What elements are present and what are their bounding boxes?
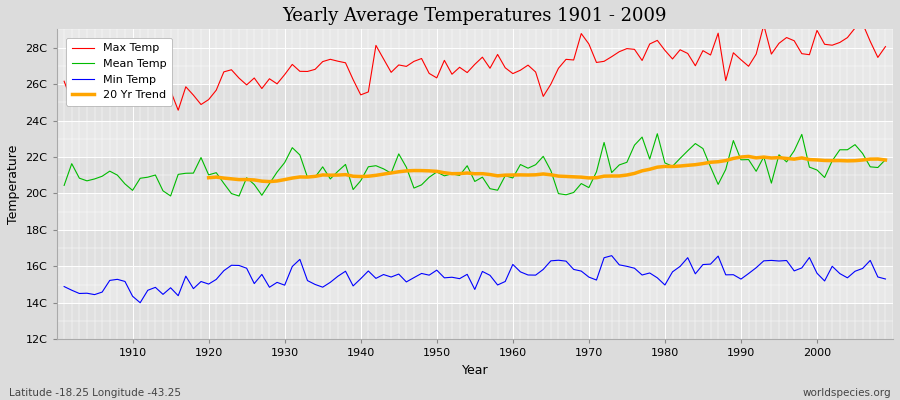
Mean Temp <box>515 162 526 167</box>
Mean Temp <box>340 162 351 167</box>
Text: worldspecies.org: worldspecies.org <box>803 388 891 398</box>
Max Temp <box>58 79 69 84</box>
20 Yr Trend <box>865 157 876 162</box>
20 Yr Trend <box>203 175 214 180</box>
Bar <box>57 194 893 230</box>
20 Yr Trend <box>302 175 313 180</box>
Min Temp <box>135 300 146 305</box>
Bar <box>57 303 893 340</box>
20 Yr Trend <box>880 158 891 162</box>
Title: Yearly Average Temperatures 1901 - 2009: Yearly Average Temperatures 1901 - 2009 <box>283 7 667 25</box>
Mean Temp <box>58 183 69 188</box>
Min Temp <box>614 262 625 267</box>
Max Temp <box>607 54 617 59</box>
Line: Mean Temp: Mean Temp <box>64 134 886 196</box>
Y-axis label: Temperature: Temperature <box>7 145 20 224</box>
Mean Temp <box>880 157 891 162</box>
Mean Temp <box>294 152 305 157</box>
Bar <box>57 266 893 303</box>
Max Temp <box>515 68 526 73</box>
Mean Temp <box>120 182 130 186</box>
20 Yr Trend <box>743 154 754 159</box>
Max Temp <box>340 60 351 65</box>
20 Yr Trend <box>264 179 274 184</box>
Bar <box>57 48 893 84</box>
Min Temp <box>880 277 891 282</box>
Bar <box>57 157 893 194</box>
Min Temp <box>340 269 351 274</box>
Mean Temp <box>652 131 662 136</box>
Max Temp <box>173 108 184 113</box>
Bar <box>57 120 893 157</box>
Min Temp <box>508 262 518 267</box>
20 Yr Trend <box>416 168 427 173</box>
Bar <box>57 84 893 120</box>
Bar <box>57 230 893 266</box>
Max Temp <box>508 71 518 76</box>
Max Temp <box>120 78 130 82</box>
Legend: Max Temp, Mean Temp, Min Temp, 20 Yr Trend: Max Temp, Mean Temp, Min Temp, 20 Yr Tre… <box>67 38 172 106</box>
Max Temp <box>857 21 868 26</box>
Mean Temp <box>234 194 245 198</box>
Mean Temp <box>508 176 518 180</box>
Line: Max Temp: Max Temp <box>64 24 886 110</box>
Min Temp <box>515 270 526 274</box>
Min Temp <box>120 279 130 284</box>
Min Temp <box>607 253 617 258</box>
20 Yr Trend <box>682 163 693 168</box>
Min Temp <box>58 284 69 289</box>
Text: Latitude -18.25 Longitude -43.25: Latitude -18.25 Longitude -43.25 <box>9 388 181 398</box>
20 Yr Trend <box>781 156 792 161</box>
Max Temp <box>880 44 891 49</box>
20 Yr Trend <box>796 156 807 160</box>
Max Temp <box>294 69 305 74</box>
Line: Min Temp: Min Temp <box>64 256 886 303</box>
X-axis label: Year: Year <box>462 364 488 377</box>
Mean Temp <box>607 170 617 175</box>
Min Temp <box>294 257 305 262</box>
Line: 20 Yr Trend: 20 Yr Trend <box>209 156 886 182</box>
